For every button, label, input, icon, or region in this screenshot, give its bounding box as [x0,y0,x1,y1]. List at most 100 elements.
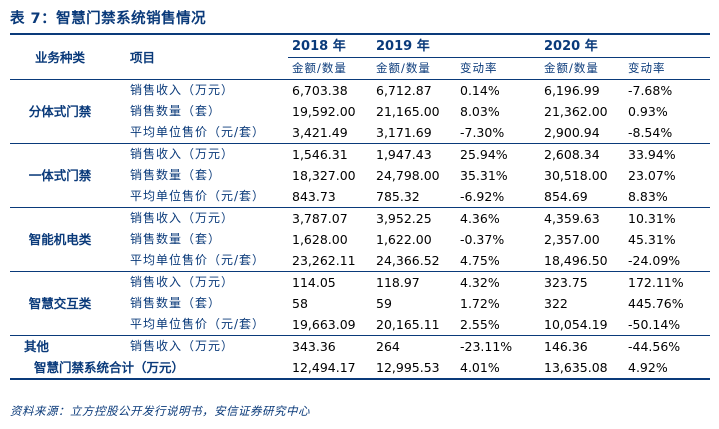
cell-2019: 118.97 [376,275,420,290]
cell-change-2020: 10.31% [628,211,676,226]
cell-change-2020: 23.07% [628,168,676,183]
row-item: 销售数量（套） [130,296,222,310]
cell-2020: 146.36 [544,339,588,354]
cell-2020: 2,608.34 [544,147,600,162]
cell-2018: 19,663.09 [288,314,372,336]
row-item: 平均单位售价（元/套） [110,314,288,336]
group-name: 一体式门禁 [10,143,110,208]
cell-2020: 2,357.00 [544,232,600,247]
header-amount-2020: 金额/数量 [540,57,624,80]
cell-2020: 30,518.00 [544,168,608,183]
cell-2020: 13,635.08 [540,357,624,380]
cell-change-2019: -6.92% [456,186,540,208]
table-row-total: 智慧门禁系统合计（万元） 12,494.17 12,995.53 4.01% 1… [10,357,710,380]
cell-2019: 24,798.00 [376,168,440,183]
row-item: 销售收入（万元） [130,147,235,161]
cell-change-2020: -8.54% [624,122,710,144]
cell-change-2019: -23.11% [460,339,513,354]
cell-2018: 1,628.00 [292,232,348,247]
cell-2018: 843.73 [288,186,372,208]
cell-change-2019: 4.36% [460,211,500,226]
cell-2020: 6,196.99 [544,83,600,98]
group-name: 分体式门禁 [10,79,110,144]
cell-change-2020: 33.94% [628,147,676,162]
cell-2019: 21,165.00 [376,104,440,119]
table-row: 智慧交互类 销售收入（万元） 114.05 118.97 4.32% 323.7… [10,271,710,336]
table-row: 平均单位售价（元/套） 23,262.11 24,366.52 4.75% 18… [10,250,710,272]
group-name-other: 其他 [24,339,50,354]
header-item: 项目 [110,36,288,80]
cell-2019: 264 [376,339,400,354]
header-year-2018: 2018 年 [288,36,372,58]
cell-2020: 323.75 [544,275,588,290]
cell-change-2019: 25.94% [460,147,508,162]
cell-2020: 2,900.94 [540,122,624,144]
title-rule [10,33,710,35]
table-row: 智能机电类 销售收入（万元） 3,787.07 3,952.25 4.36% 4… [10,207,710,272]
cell-2019: 24,366.52 [372,250,456,272]
cell-2019: 20,165.11 [372,314,456,336]
row-item: 销售数量（套） [130,232,222,246]
cell-change-2019: 2.55% [456,314,540,336]
cell-change-2020: 45.31% [628,232,676,247]
cell-2018: 114.05 [292,275,336,290]
cell-2020: 322 [544,296,568,311]
cell-2019: 3,171.69 [372,122,456,144]
table-row: 销售数量（套） 19,592.00 21,165.00 8.03% 21,362… [10,101,710,122]
source-note: 资料来源：立方控股公开发行说明书，安信证券研究中心 [10,404,310,418]
table-row: 一体式门禁 销售收入（万元） 1,546.31 1,947.43 25.94% … [10,143,710,208]
header-row-sub: 金额/数量 金额/数量 变动率 金额/数量 变动率 [10,57,710,80]
header-amount-2018: 金额/数量 [288,57,372,80]
cell-2018: 19,592.00 [292,104,356,119]
header-year-2019: 2019 年 [372,36,540,58]
cell-2018: 343.36 [292,339,336,354]
cell-change-2019: 4.75% [456,250,540,272]
cell-2018: 1,546.31 [292,147,348,162]
cell-change-2020: 172.11% [628,275,684,290]
header-business: 业务种类 [10,36,110,80]
group-name: 智能机电类 [10,207,110,272]
row-item: 销售收入（万元） [130,339,235,353]
cell-change-2020: 4.92% [624,357,710,380]
header-change-2020: 变动率 [624,57,710,80]
total-label: 智慧门禁系统合计（万元） [10,357,288,380]
cell-change-2020: -44.56% [628,339,681,354]
cell-change-2019: 4.01% [456,357,540,380]
cell-change-2020: 8.83% [624,186,710,208]
table-row: 销售数量（套） 58 59 1.72% 322 445.76% [10,293,710,314]
header-year-2020: 2020 年 [540,36,710,58]
row-item: 销售收入（万元） [130,83,235,97]
row-item: 销售收入（万元） [130,211,235,225]
cell-change-2019: -0.37% [460,232,505,247]
cell-2019: 6,712.87 [376,83,432,98]
cell-2020: 18,496.50 [540,250,624,272]
cell-2018: 3,787.07 [292,211,348,226]
cell-2018: 58 [292,296,308,311]
cell-change-2020: -24.09% [624,250,710,272]
table-row: 分体式门禁 销售收入（万元） 6,703.38 6,712.87 0.14% 6… [10,79,710,144]
cell-change-2019: 35.31% [460,168,508,183]
row-item: 销售收入（万元） [130,275,235,289]
cell-change-2020: 445.76% [628,296,684,311]
cell-2018: 3,421.49 [288,122,372,144]
table-row-other: 其他 销售收入（万元） 343.36 264 -23.11% 146.36 -4… [10,336,710,358]
cell-2018: 12,494.17 [288,357,372,380]
cell-2018: 18,327.00 [292,168,356,183]
cell-2020: 854.69 [540,186,624,208]
cell-2018: 6,703.38 [292,83,348,98]
cell-2018: 23,262.11 [288,250,372,272]
row-item: 平均单位售价（元/套） [110,250,288,272]
cell-2019: 12,995.53 [372,357,456,380]
table-row: 平均单位售价（元/套） 3,421.49 3,171.69 -7.30% 2,9… [10,122,710,144]
cell-2019: 1,947.43 [376,147,432,162]
table-row: 销售数量（套） 18,327.00 24,798.00 35.31% 30,51… [10,165,710,186]
row-item: 销售数量（套） [130,104,222,118]
header-change-2019: 变动率 [456,57,540,80]
row-item: 平均单位售价（元/套） [110,122,288,144]
row-item: 平均单位售价（元/套） [110,186,288,208]
header-amount-2019: 金额/数量 [372,57,456,80]
cell-change-2020: 0.93% [628,104,668,119]
cell-2019: 785.32 [372,186,456,208]
cell-change-2019: 1.72% [460,296,500,311]
cell-2019: 59 [376,296,392,311]
